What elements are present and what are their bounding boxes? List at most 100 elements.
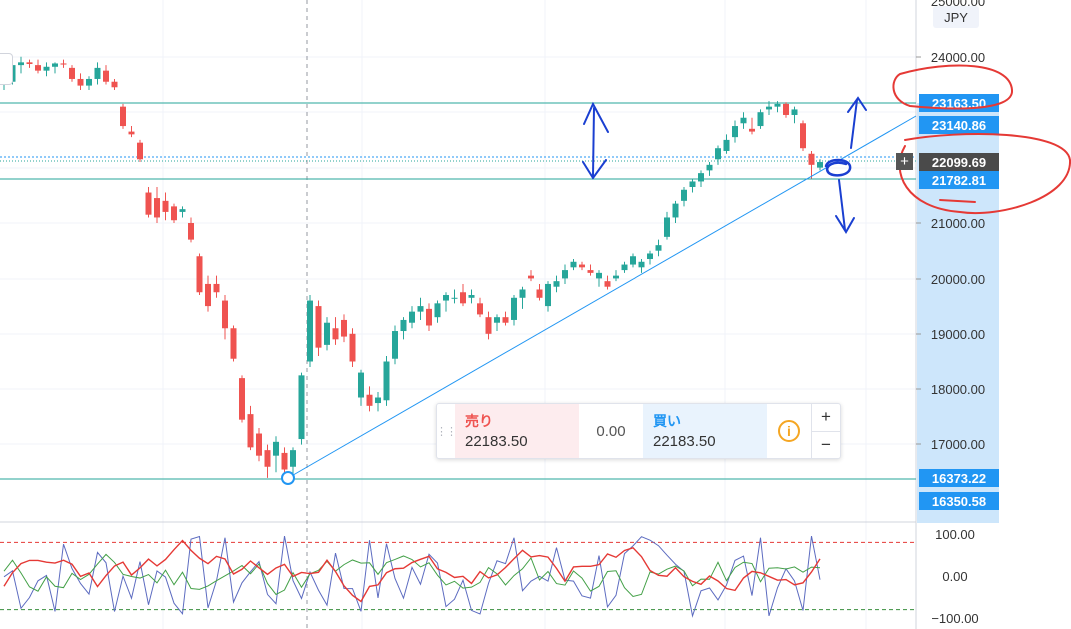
candle-body — [468, 295, 475, 298]
currency-label[interactable]: JPY — [933, 6, 979, 28]
trend-line[interactable] — [287, 115, 917, 479]
candle-body — [247, 414, 254, 448]
info-button[interactable]: i — [767, 404, 811, 458]
candle-body — [511, 297, 517, 320]
candle-body — [630, 256, 636, 265]
candle-body — [783, 103, 789, 115]
buy-label: 買い — [653, 413, 681, 429]
candle-body — [324, 322, 330, 345]
candle-body — [715, 148, 721, 160]
candle-body — [587, 270, 594, 273]
candle-body — [205, 283, 211, 307]
candle-body — [460, 292, 466, 304]
candle-body — [111, 81, 118, 88]
increase-button[interactable]: + — [812, 404, 840, 432]
candle-body — [273, 441, 279, 456]
oscillator-axis-ticks: 100.00 0.00 −100.00 — [931, 527, 978, 626]
candle-body — [162, 200, 169, 212]
candle-body — [400, 319, 407, 332]
sell-price: 22183.50 — [465, 433, 528, 450]
sell-button[interactable]: 売り 22183.50 — [455, 404, 579, 458]
price-tick-label: 24000.00 — [931, 50, 985, 65]
candle-body — [689, 181, 696, 187]
candle-body — [443, 295, 449, 301]
candle-body — [570, 261, 577, 268]
candle-body — [596, 272, 602, 279]
candle-body — [749, 128, 755, 132]
candle-body — [230, 328, 237, 359]
red-circle-top — [892, 64, 1014, 110]
horizontal-levels[interactable] — [0, 102, 916, 480]
candle-body — [519, 289, 526, 298]
candle-body — [77, 78, 84, 86]
trend-anchor-handle[interactable] — [281, 471, 295, 485]
candle-body — [332, 328, 339, 340]
candle-body — [307, 300, 313, 362]
price-tick-label: 19000.00 — [931, 327, 985, 342]
candle-body — [553, 281, 560, 287]
candle-body — [281, 452, 288, 470]
candle-body — [366, 394, 373, 406]
candle-body — [349, 333, 356, 362]
candle-body — [383, 361, 390, 401]
osc-fast-line — [3, 535, 821, 618]
candle-body — [774, 103, 781, 107]
candle-body — [358, 372, 364, 398]
candle-body — [196, 256, 203, 293]
sell-label: 売り — [465, 413, 493, 429]
candle-body — [817, 162, 823, 168]
buy-price: 22183.50 — [653, 433, 716, 450]
left-panel-toggle[interactable] — [0, 53, 13, 85]
spread-value: 0.00 — [596, 422, 626, 440]
candle-body — [579, 264, 585, 268]
buy-button[interactable]: 買い 22183.50 — [643, 404, 767, 458]
candle-body — [298, 375, 305, 440]
candle-body — [604, 281, 611, 287]
add-alert-plus-icon[interactable]: + — [896, 153, 913, 170]
candle-body — [392, 331, 398, 359]
price-axis-ticks: 24000.00 21000.00 20000.00 19000.00 18000.00… — [916, 0, 985, 452]
candle-body — [145, 192, 152, 215]
candle-body — [477, 303, 483, 315]
osc-tick-label: 100.00 — [935, 527, 975, 542]
price-badges: 23163.5023140.8622099.6921782.8116373.22… — [919, 94, 999, 510]
candle-body — [621, 264, 628, 271]
trade-panel: ⋮⋮ 売り 22183.50 0.00 買い 22183.50 i + − — [436, 403, 841, 459]
candle-body — [647, 253, 653, 260]
price-badge-label: 16350.58 — [932, 494, 986, 509]
price-tick-label: 18000.00 — [931, 382, 985, 397]
price-badge — [919, 171, 999, 189]
price-badge — [919, 492, 999, 510]
candle-body — [26, 62, 33, 65]
double-arrow-annotation — [582, 101, 609, 180]
candle-body — [426, 308, 432, 326]
candle-body — [672, 203, 679, 218]
candle-body — [18, 62, 24, 66]
candle-body — [545, 283, 551, 307]
candle-body — [256, 433, 262, 456]
quantity-stepper: + − — [811, 404, 840, 458]
candle-body — [137, 142, 143, 160]
price-tick-label: 17000.00 — [931, 437, 985, 452]
candle-body — [315, 306, 322, 348]
price-tick-label: 20000.00 — [931, 272, 985, 287]
candle-body — [706, 164, 713, 171]
red-circle-bottom — [898, 133, 1071, 214]
price-tick-label: 21000.00 — [931, 216, 985, 231]
candle-body — [536, 289, 543, 298]
candle-body — [723, 139, 730, 151]
price-badge-label: 21782.81 — [932, 173, 986, 188]
candle-body — [120, 106, 126, 127]
up-arrow-annotation — [847, 96, 867, 149]
candle-body — [732, 126, 738, 138]
candle-body — [434, 303, 441, 318]
osc-slow-line — [3, 553, 821, 598]
candle-body — [800, 123, 806, 149]
drag-handle-icon[interactable]: ⋮⋮ — [436, 425, 457, 438]
price-tick-label-top: 25000.00 — [931, 0, 985, 9]
decrease-button[interactable]: − — [821, 434, 831, 454]
price-badge-label: 22099.69 — [932, 155, 986, 170]
candle-body — [791, 109, 798, 115]
candle-body — [494, 317, 500, 323]
